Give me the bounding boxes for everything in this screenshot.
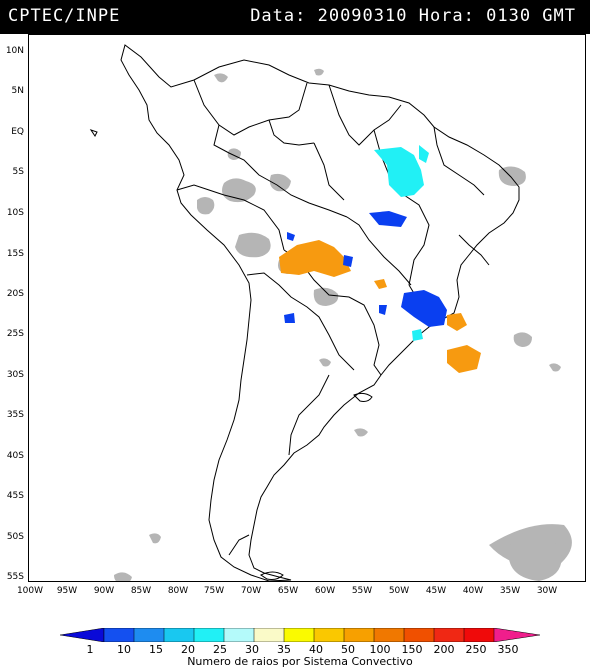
lon-label: 100W xyxy=(16,586,44,596)
legend-swatch xyxy=(163,627,195,643)
lon-label: 40W xyxy=(462,586,484,596)
lon-label: 30W xyxy=(536,586,558,596)
legend-swatch xyxy=(493,627,541,643)
lon-label: 35W xyxy=(499,586,521,596)
lat-label: 25S xyxy=(6,329,24,339)
lat-label: 15S xyxy=(6,249,24,259)
legend-tick: 350 xyxy=(497,643,519,656)
cloud-cover xyxy=(114,68,572,581)
lon-label: 70W xyxy=(240,586,262,596)
islands xyxy=(89,129,373,580)
lon-label: 60W xyxy=(314,586,336,596)
legend-tick: 200 xyxy=(433,643,455,656)
lat-label: 10S xyxy=(6,208,24,218)
datetime-label: Data: 20090310 Hora: 0130 GMT xyxy=(250,6,576,26)
legend-tick: 15 xyxy=(149,643,163,656)
legend-tick: 250 xyxy=(465,643,487,656)
lon-label: 75W xyxy=(203,586,225,596)
lat-label: 20S xyxy=(6,289,24,299)
lon-label: 45W xyxy=(425,586,447,596)
lat-label: 5N xyxy=(11,86,24,96)
lat-label: 30S xyxy=(6,370,24,380)
legend-swatch xyxy=(223,627,255,643)
legend-swatch xyxy=(373,627,405,643)
legend-swatch xyxy=(283,627,315,643)
legend-swatch xyxy=(463,627,495,643)
lon-label: 90W xyxy=(93,586,115,596)
legend-swatch xyxy=(133,627,165,643)
legend-tick: 1 xyxy=(86,643,94,656)
lat-label: 45S xyxy=(6,491,24,501)
legend-tick: 20 xyxy=(181,643,195,656)
legend-swatch xyxy=(59,627,105,643)
legend-tick: 30 xyxy=(245,643,259,656)
legend-tick: 40 xyxy=(309,643,323,656)
lon-label: 65W xyxy=(277,586,299,596)
lon-label: 95W xyxy=(56,586,78,596)
legend-swatch xyxy=(253,627,285,643)
lat-label: 55S xyxy=(6,572,24,582)
lat-label: 35S xyxy=(6,410,24,420)
legend-tick: 35 xyxy=(277,643,291,656)
lon-label: 55W xyxy=(351,586,373,596)
legend-tick: 25 xyxy=(213,643,227,656)
color-legend: 1 10 15 20 25 30 35 40 50 100 150 200 25… xyxy=(59,627,541,656)
legend-caption: Numero de raios por Sistema Convectivo xyxy=(187,655,413,668)
lon-label: 80W xyxy=(167,586,189,596)
map-panel xyxy=(28,34,586,582)
legend-swatch xyxy=(313,627,345,643)
legend-tick: 10 xyxy=(117,643,131,656)
lightning-clusters xyxy=(279,145,481,373)
lon-label: 50W xyxy=(388,586,410,596)
lat-label: 5S xyxy=(12,167,24,177)
map-svg xyxy=(89,44,572,581)
legend-swatch xyxy=(193,627,225,643)
lon-label: 85W xyxy=(130,586,152,596)
coastlines xyxy=(120,44,520,581)
legend-swatch xyxy=(343,627,375,643)
legend-swatch xyxy=(433,627,465,643)
legend-bar xyxy=(59,627,541,643)
lat-label: 40S xyxy=(6,451,24,461)
legend-swatch xyxy=(103,627,135,643)
title-bar: CPTEC/INPE Data: 20090310 Hora: 0130 GMT xyxy=(0,0,590,34)
legend-tick: 100 xyxy=(369,643,391,656)
legend-tick: 50 xyxy=(341,643,355,656)
agency-label: CPTEC/INPE xyxy=(8,6,121,26)
legend-swatch xyxy=(403,627,435,643)
lat-label: 10N xyxy=(5,46,24,56)
lat-label: 50S xyxy=(6,532,24,542)
lat-label: EQ xyxy=(11,127,24,137)
legend-tick: 150 xyxy=(401,643,423,656)
